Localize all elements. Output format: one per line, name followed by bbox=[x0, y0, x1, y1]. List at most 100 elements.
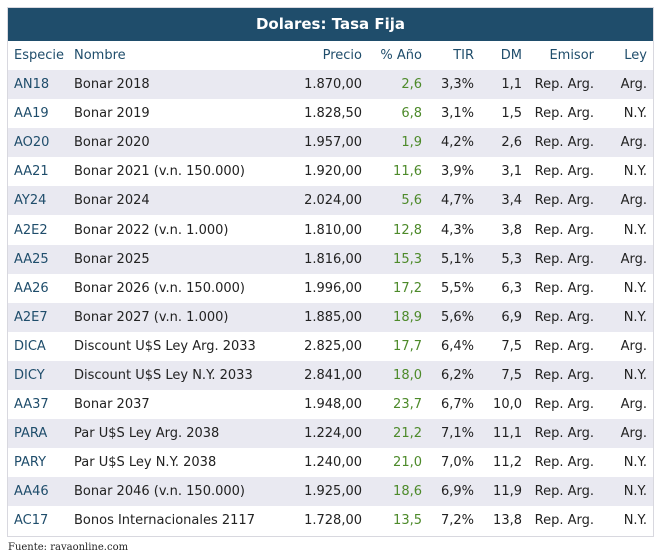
source-note: Fuente: ravaonline.com bbox=[8, 542, 129, 553]
table-row: DICY Discount U$S Ley N.Y. 2033 2.841,00 18… bbox=[8, 360, 653, 391]
table-cell: Rep. Arg. bbox=[534, 222, 594, 238]
table-row: AA46 Bonar 2046 (v.n. 150.000) 1.925,00 18,… bbox=[8, 477, 653, 507]
table-cell: Bonos Internacionales 2117 bbox=[74, 513, 255, 529]
table-cell: Bonar 2026 (v.n. 150.000) bbox=[74, 280, 245, 296]
table-cell: Rep. Arg. bbox=[534, 280, 594, 296]
table-cell: Discount U$S Ley N.Y. 2033 bbox=[74, 367, 253, 383]
table-cell: 6,7% bbox=[440, 397, 474, 413]
table-cell: Bonar 2018 bbox=[74, 77, 150, 93]
table-row: AY24 Bonar 2024 2.024,00 5,6 4,7% 3,4 Rep. Arg… bbox=[8, 186, 653, 216]
table-cell: Rep. Arg. bbox=[534, 193, 594, 209]
table-cell: 3,8 bbox=[501, 222, 522, 238]
table-cell: 1.925,00 bbox=[304, 484, 362, 500]
table-cell: 4,2% bbox=[440, 135, 474, 151]
table-cell: 1.948,00 bbox=[304, 397, 362, 413]
table-cell: Bonar 2037 bbox=[74, 397, 150, 413]
table-cell: 11,6 bbox=[393, 164, 422, 180]
table-cell: AA37 bbox=[14, 397, 49, 413]
table-cell: 6,8 bbox=[401, 106, 422, 122]
table-row: A2E2 Bonar 2022 (v.n. 1.000) 1.810,00 12,8 4… bbox=[8, 215, 653, 244]
table-cell: 3,1 bbox=[501, 164, 522, 180]
table-row: AA25 Bonar 2025 1.816,00 15,3 5,1% 5,3 Rep. Ar… bbox=[8, 244, 653, 274]
table-cell: AA19 bbox=[14, 106, 49, 122]
table-cell: Rep. Arg. bbox=[534, 251, 594, 267]
table-cell: 7,5 bbox=[501, 367, 522, 383]
table-cell: AA26 bbox=[14, 280, 49, 296]
bond-table: Especie Nombre Precio % Año TIR DM Emisor Ley A… bbox=[8, 41, 653, 536]
table-cell: 12,8 bbox=[393, 222, 422, 238]
table-cell: PARY bbox=[14, 455, 47, 471]
table-cell: Par U$S Ley Arg. 2038 bbox=[74, 426, 220, 442]
table-cell: 21,0 bbox=[393, 455, 422, 471]
table-cell: Arg. bbox=[620, 397, 647, 413]
table-row: A2E7 Bonar 2027 (v.n. 1.000) 1.885,00 18,9 5… bbox=[8, 302, 653, 332]
table-cell: Arg. bbox=[620, 135, 647, 151]
table-cell: Bonar 2019 bbox=[74, 106, 150, 122]
table-cell: Rep. Arg. bbox=[534, 164, 594, 180]
table-cell: 5,6% bbox=[440, 309, 474, 325]
table-cell: N.Y. bbox=[623, 222, 647, 238]
table-cell: AA25 bbox=[14, 251, 49, 267]
table-cell: 1.920,00 bbox=[304, 164, 362, 180]
table-cell: DICA bbox=[14, 338, 46, 354]
table-cell: 11,1 bbox=[493, 426, 522, 442]
table-cell: AA21 bbox=[14, 164, 49, 180]
table-cell: 5,1% bbox=[440, 251, 474, 267]
table-cell: A2E2 bbox=[14, 222, 48, 238]
table-cell: 1.885,00 bbox=[304, 309, 362, 325]
table-cell: AO20 bbox=[14, 135, 50, 151]
table-row: AA37 Bonar 2037 1.948,00 23,7 6,7% 10,0 Rep. A… bbox=[8, 390, 653, 419]
table-cell: Rep. Arg. bbox=[534, 338, 594, 354]
table-cell: 1.728,00 bbox=[304, 513, 362, 529]
table-title: Dolares: Tasa Fija bbox=[8, 8, 653, 41]
table-cell: AY24 bbox=[14, 193, 47, 209]
table-cell: N.Y. bbox=[623, 367, 647, 383]
table-cell: 3,4 bbox=[501, 193, 522, 209]
table-cell: 5,5% bbox=[440, 280, 474, 296]
header-cell: TIR bbox=[453, 48, 474, 63]
table-cell: A2E7 bbox=[14, 309, 48, 325]
table-cell: 23,7 bbox=[393, 397, 422, 413]
table-card: Dolares: Tasa Fija Especie Nombre Precio % … bbox=[7, 7, 654, 537]
table-cell: 6,9 bbox=[501, 309, 522, 325]
table-cell: 1.957,00 bbox=[304, 135, 362, 151]
table-cell: Rep. Arg. bbox=[534, 426, 594, 442]
table-cell: 18,6 bbox=[393, 484, 422, 500]
table-cell: 1,1 bbox=[501, 77, 522, 93]
table-cell: 4,3% bbox=[440, 222, 474, 238]
table-cell: 3,9% bbox=[440, 164, 474, 180]
table-cell: Arg. bbox=[620, 338, 647, 354]
table-cell: Bonar 2046 (v.n. 150.000) bbox=[74, 484, 245, 500]
table-cell: PARA bbox=[14, 426, 48, 442]
table-cell: Arg. bbox=[620, 426, 647, 442]
table-cell: Rep. Arg. bbox=[534, 367, 594, 383]
table-cell: Bonar 2022 (v.n. 1.000) bbox=[74, 222, 229, 238]
table-cell: Par U$S Ley N.Y. 2038 bbox=[74, 455, 217, 471]
table-cell: Rep. Arg. bbox=[534, 513, 594, 529]
table-cell: 1.810,00 bbox=[304, 222, 362, 238]
table-row: AA19 Bonar 2019 1.828,50 6,8 3,1% 1,5 Rep. Arg… bbox=[8, 99, 653, 128]
table-cell: 1.996,00 bbox=[304, 280, 362, 296]
table-cell: 11,9 bbox=[493, 484, 522, 500]
table-cell: 4,7% bbox=[440, 193, 474, 209]
header-cell: Precio bbox=[322, 48, 362, 63]
table-cell: 1.870,00 bbox=[304, 77, 362, 93]
table-cell: Rep. Arg. bbox=[534, 309, 594, 325]
table-cell: Bonar 2021 (v.n. 150.000) bbox=[74, 164, 245, 180]
table-row: DICA Discount U$S Ley Arg. 2033 2.825,00 17… bbox=[8, 332, 653, 361]
table-cell: 1.224,00 bbox=[304, 426, 362, 442]
table-cell: 3,1% bbox=[440, 106, 474, 122]
table-cell: Arg. bbox=[620, 77, 647, 93]
table-cell: 1.240,00 bbox=[304, 455, 362, 471]
table-cell: 3,3% bbox=[440, 77, 474, 93]
table-cell: 17,7 bbox=[393, 338, 422, 354]
table-cell: 6,2% bbox=[440, 367, 474, 383]
table-cell: 13,5 bbox=[393, 513, 422, 529]
table-cell: Arg. bbox=[620, 193, 647, 209]
table-cell: 11,2 bbox=[493, 455, 522, 471]
table-cell: 18,0 bbox=[393, 367, 422, 383]
table-row: PARA Par U$S Ley Arg. 2038 1.224,00 21,2 7,1… bbox=[8, 419, 653, 449]
table-cell: DICY bbox=[14, 367, 45, 383]
table-cell: Bonar 2020 bbox=[74, 135, 150, 151]
header-cell: Nombre bbox=[74, 48, 126, 63]
